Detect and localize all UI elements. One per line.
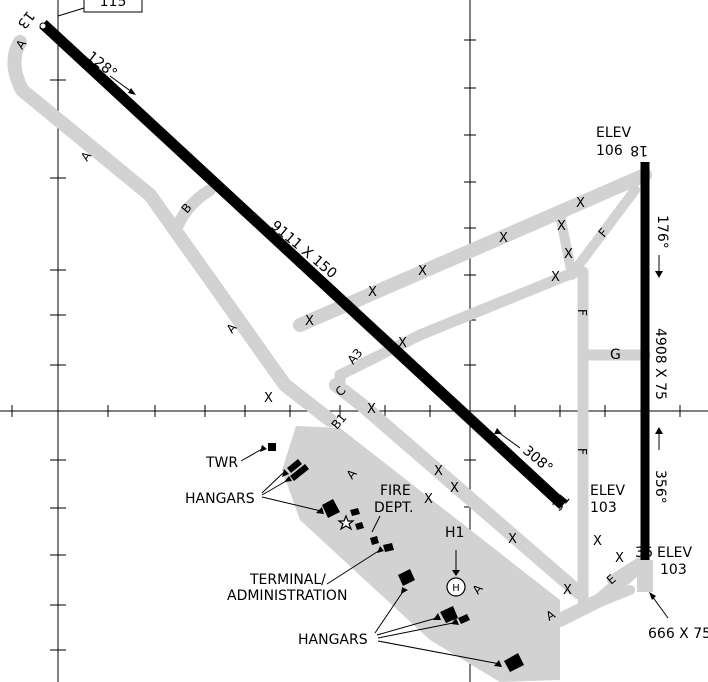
facility-labels: TWR HANGARS FIRE DEPT. TERMINAL/ ADMINIS… (185, 445, 502, 667)
runway-end-13-label: 13 (14, 8, 38, 32)
closed-markers: X X X X X X X X X X X X X X X X X X (264, 196, 624, 598)
buildings (268, 443, 524, 672)
taxiway-a (7, 35, 337, 427)
hangar (322, 499, 340, 518)
x-marker: X (499, 231, 508, 246)
terminal-label-2: ADMINISTRATION (227, 588, 347, 604)
elev-value: 103 (590, 500, 617, 516)
x-marker: X (305, 314, 314, 329)
heliport-icon (446, 577, 466, 597)
x-marker: X (450, 481, 459, 496)
hangar (440, 606, 458, 623)
taxiway-b (169, 184, 216, 238)
elev-caption: ELEV (590, 483, 625, 499)
fire-dept-label-1: FIRE (380, 483, 411, 499)
taxiway-e (607, 557, 645, 585)
terminal-building (383, 543, 394, 552)
x-marker: X (564, 247, 573, 262)
beacon-icon (337, 514, 355, 531)
x-marker: X (593, 534, 602, 549)
runway-end-36-label: 36 (635, 545, 653, 561)
hangar (504, 653, 524, 672)
fire-dept-building (355, 522, 364, 530)
x-marker: X (264, 391, 273, 406)
hangar (398, 569, 415, 586)
apron (282, 426, 560, 682)
hangars-label: HANGARS (298, 632, 368, 648)
x-marker: X (551, 270, 560, 285)
x-marker: X (398, 336, 407, 351)
heliport-symbol: H (452, 583, 460, 594)
fire-dept-building (350, 508, 360, 516)
elev-caption: ELEV (596, 125, 631, 141)
runway-36-heading: 356° (652, 470, 668, 504)
hangar (458, 614, 470, 624)
fire-dept-label-2: DEPT. (374, 500, 413, 516)
hangars-label: HANGARS (185, 491, 255, 507)
taxiway-label-g: G (610, 347, 621, 363)
x-marker: X (434, 464, 443, 479)
elev-caption: ELEV (657, 545, 692, 561)
x-marker: X (615, 551, 624, 566)
tower-label: TWR (205, 455, 238, 471)
hangar (287, 459, 302, 473)
x-marker: X (424, 492, 433, 507)
hangar (290, 464, 309, 481)
elev-value: 106 (596, 143, 623, 159)
closed-taxiway (293, 168, 652, 332)
pavement (7, 35, 652, 627)
runway-overrun (637, 560, 653, 592)
x-marker: X (367, 402, 376, 417)
overrun-dims: 666 X 75 (648, 626, 708, 642)
x-marker: X (563, 583, 572, 598)
heliport-label: H1 (445, 525, 464, 541)
x-marker: X (557, 219, 566, 234)
fire-dept-building (370, 536, 379, 545)
taxiway-label-f: F (575, 448, 589, 455)
runway-18-heading: 176° (654, 215, 670, 249)
elevation-box (83, 0, 143, 13)
runway-18-36-dims: 4908 X 75 (652, 328, 668, 400)
taxiway-c (329, 378, 585, 599)
elevation-box-value: 115 (100, 0, 127, 10)
x-marker: X (418, 264, 427, 279)
runway-13-31 (39, 19, 567, 510)
taxiway-label-f: F (575, 309, 589, 316)
terminal-label-1: TERMINAL/ (249, 572, 326, 588)
tower-building (268, 443, 276, 451)
x-marker: X (508, 532, 517, 547)
runway-threshold-marker (39, 22, 47, 30)
x-marker: X (368, 285, 377, 300)
elev-value: 103 (660, 562, 687, 578)
x-marker: X (576, 196, 585, 211)
runway-end-18-label: 18 (630, 142, 648, 158)
